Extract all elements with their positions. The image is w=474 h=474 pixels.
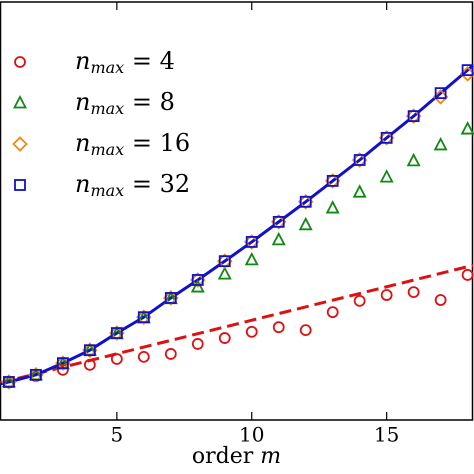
data-point	[137, 311, 150, 324]
data-point	[434, 87, 447, 100]
legend-label: nmax = 32	[75, 170, 190, 200]
data-point	[352, 184, 367, 198]
legend-var: n	[75, 88, 90, 116]
data-point	[191, 338, 204, 350]
legend-sub: max	[90, 99, 124, 118]
x-tick-label: 5	[110, 423, 123, 447]
legend-rest: = 8	[124, 88, 175, 116]
data-point	[29, 368, 42, 381]
data-point	[217, 266, 232, 280]
x-axis-label-var: m	[260, 444, 281, 469]
data-point	[164, 348, 177, 360]
legend-marker	[14, 56, 26, 68]
legend-sub: max	[90, 58, 124, 77]
x-axis-label-text: order	[192, 444, 260, 469]
legend-marker	[14, 179, 26, 191]
legend-var: n	[75, 170, 90, 198]
data-point	[245, 236, 258, 248]
data-point	[406, 152, 421, 167]
data-point	[298, 216, 313, 231]
data-point	[379, 169, 394, 183]
data-point	[325, 200, 340, 214]
data-point	[380, 131, 393, 144]
legend-rest: = 32	[124, 170, 190, 198]
data-point	[56, 357, 69, 370]
plot-frame	[0, 1, 474, 421]
x-tick-label: 10	[239, 423, 264, 447]
legend-label: nmax = 16	[75, 129, 190, 159]
data-point	[190, 279, 205, 293]
data-point	[326, 306, 339, 319]
legend-label: nmax = 4	[75, 47, 175, 77]
data-point	[271, 231, 286, 246]
data-point	[218, 255, 231, 268]
legend-sub: max	[90, 181, 124, 200]
data-point	[461, 269, 474, 281]
x-axis-label: order m	[192, 444, 281, 469]
data-point	[191, 274, 204, 286]
legend-marker	[12, 136, 28, 152]
legend-var: n	[75, 129, 90, 157]
data-point	[83, 358, 96, 371]
data-point	[407, 110, 420, 123]
data-point	[460, 121, 474, 135]
data-point	[218, 332, 231, 344]
data-point	[164, 292, 177, 304]
data-point	[137, 350, 150, 363]
legend-label: nmax = 8	[75, 88, 175, 118]
fit-line	[0, 64, 474, 386]
data-point	[110, 327, 123, 339]
data-point	[56, 363, 69, 376]
legend-var: n	[75, 47, 90, 75]
data-point	[244, 251, 259, 266]
data-point	[299, 324, 312, 337]
data-point	[407, 286, 420, 298]
legend-rest: = 4	[124, 47, 175, 75]
data-point	[326, 175, 339, 187]
legend-marker	[13, 95, 27, 109]
legend-sub: max	[90, 140, 124, 159]
legend-rest: = 16	[124, 129, 190, 157]
data-point	[272, 321, 285, 334]
data-point	[461, 64, 474, 77]
x-tick-label: 15	[374, 423, 399, 447]
data-point	[83, 344, 96, 357]
data-point	[299, 195, 312, 208]
data-point	[245, 325, 258, 338]
data-point	[380, 289, 393, 301]
fit-line	[0, 263, 474, 385]
data-point	[433, 137, 448, 151]
data-point	[353, 154, 366, 166]
data-point	[434, 294, 447, 306]
data-point	[3, 376, 15, 388]
data-point	[272, 215, 285, 228]
data-point	[353, 294, 366, 307]
data-point	[110, 353, 123, 365]
